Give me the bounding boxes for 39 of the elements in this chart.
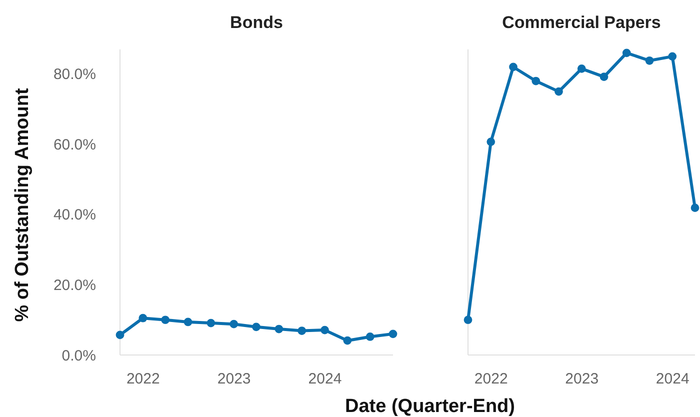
- y-axis-title: % of Outstanding Amount: [12, 88, 33, 322]
- x-tick-label: 2022: [474, 370, 508, 388]
- point: [486, 138, 496, 146]
- point: [206, 318, 216, 328]
- x-tick-label: 2023: [565, 370, 599, 388]
- point: [230, 320, 238, 328]
- x-tick-label: 2022: [126, 370, 160, 388]
- x-axis-title: Date (Quarter-End): [345, 396, 515, 417]
- y-tick-label: 40.0%: [53, 206, 96, 224]
- point: [645, 56, 654, 65]
- point: [690, 204, 700, 212]
- point: [464, 316, 472, 324]
- point: [577, 64, 586, 73]
- y-tick-label: 20.0%: [53, 276, 96, 294]
- point: [366, 332, 374, 341]
- point: [343, 336, 352, 345]
- chart-title: Bonds: [230, 13, 283, 32]
- point: [600, 72, 608, 81]
- point: [252, 322, 260, 332]
- point: [274, 324, 284, 334]
- point: [532, 76, 540, 86]
- point: [116, 330, 124, 340]
- point: [509, 62, 518, 72]
- y-tick-label: 80.0%: [53, 66, 96, 84]
- x-tick-label: 2024: [308, 370, 342, 388]
- point: [388, 330, 398, 338]
- x-tick-label: 2023: [217, 370, 251, 388]
- point: [622, 48, 631, 58]
- y-tick-label: 0.0%: [62, 347, 96, 364]
- point: [554, 87, 563, 96]
- point: [161, 316, 170, 324]
- x-tick-label: 2024: [656, 370, 690, 388]
- point: [320, 326, 329, 334]
- point: [184, 318, 192, 326]
- chart-title: Commercial Papers: [502, 13, 661, 32]
- y-tick-label: 60.0%: [53, 136, 96, 154]
- point: [668, 52, 677, 61]
- point: [138, 314, 148, 322]
- point: [298, 326, 306, 335]
